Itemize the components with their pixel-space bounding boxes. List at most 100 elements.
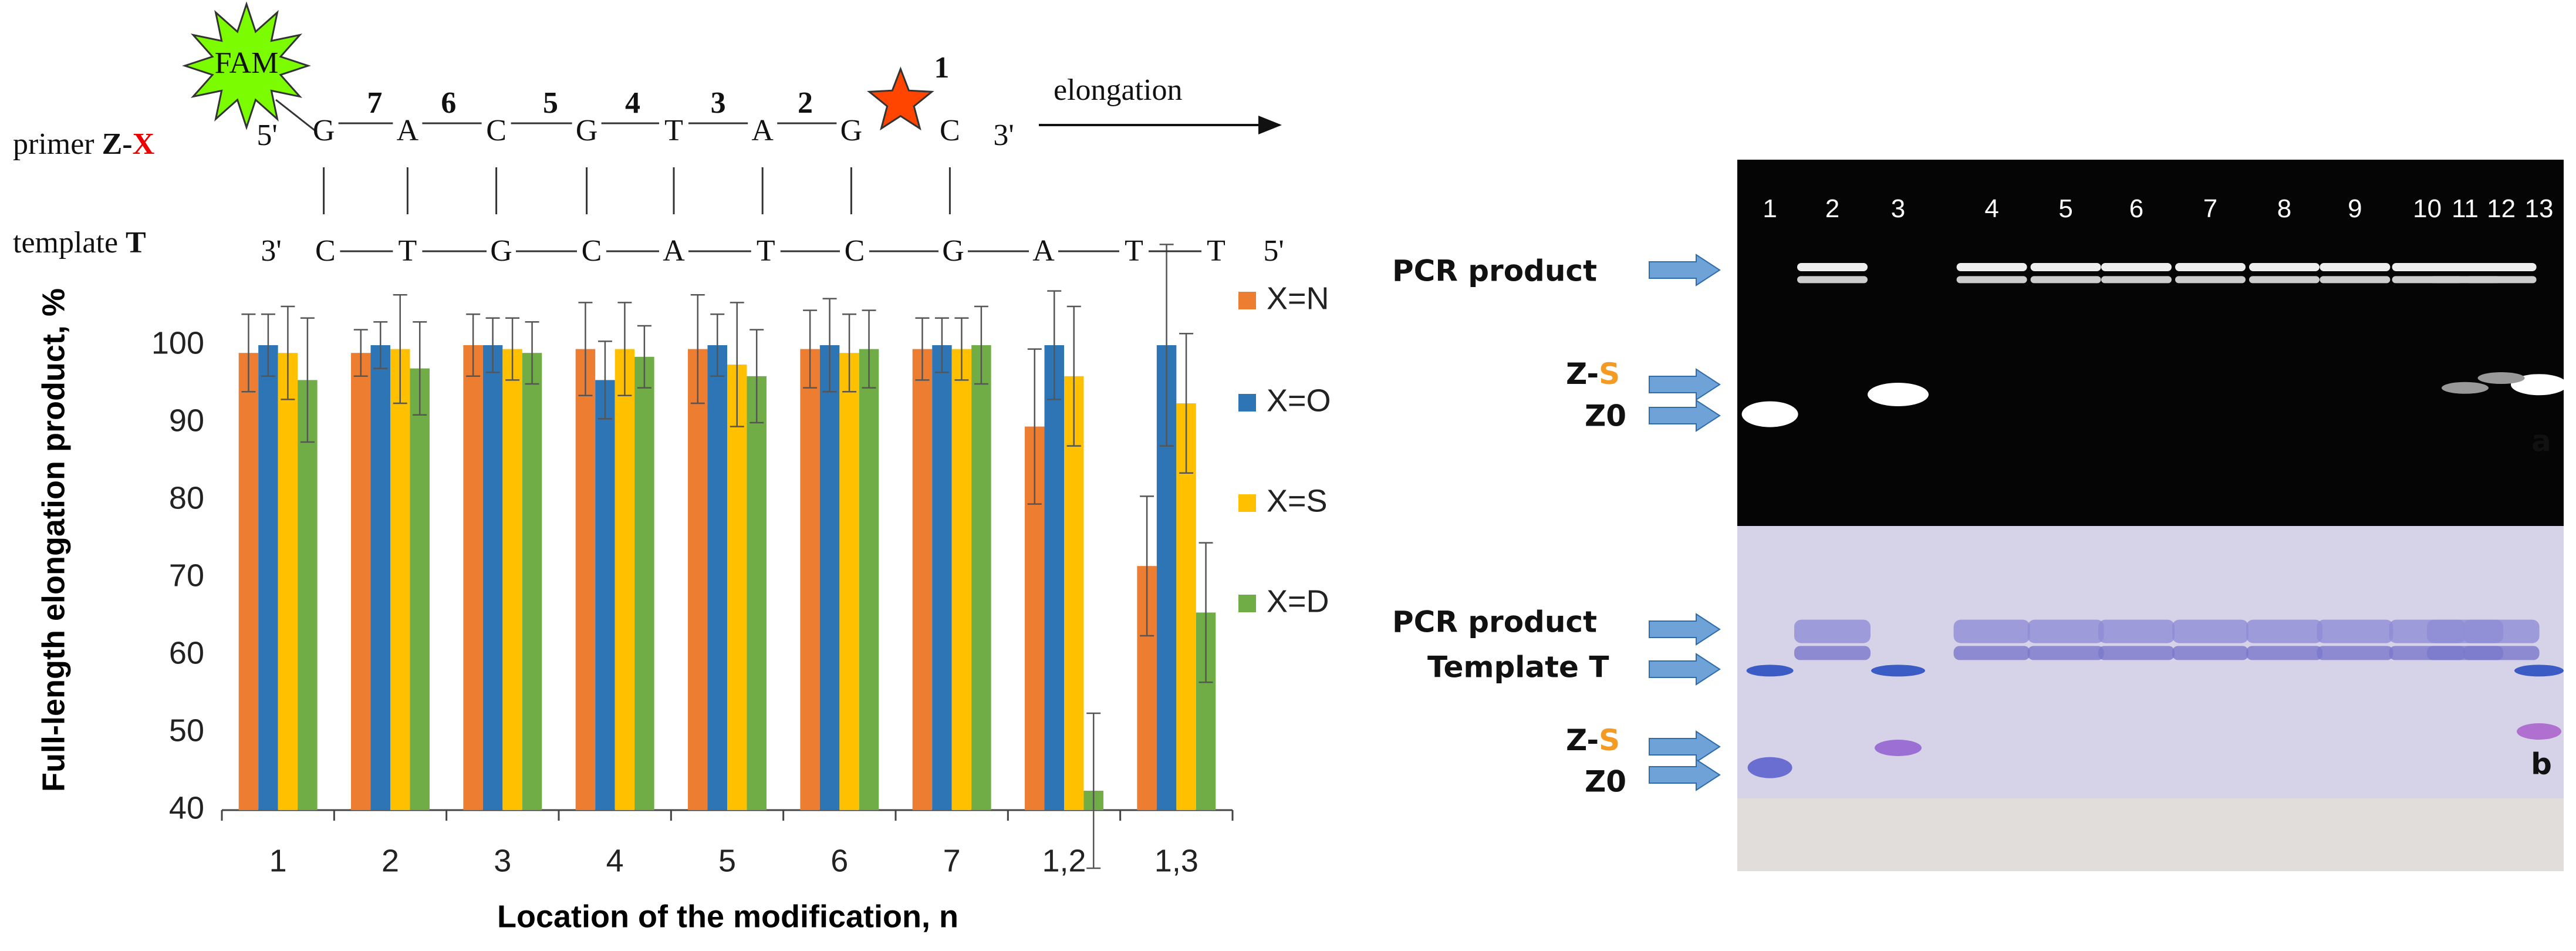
error-bar: [974, 305, 988, 385]
bar: [839, 353, 859, 810]
band: [2463, 619, 2540, 643]
fam-link: [275, 99, 318, 133]
bar: [971, 345, 991, 810]
bar: [522, 353, 542, 810]
legend-swatch: [1238, 292, 1256, 309]
band: [2246, 619, 2322, 643]
band: [1747, 757, 1792, 778]
template-base: C: [582, 234, 602, 268]
bar: [298, 380, 318, 810]
zs-part: S: [1599, 723, 1620, 757]
primer-base: A: [397, 114, 419, 147]
primer-label-part: X: [133, 127, 155, 161]
x-tick-label: 7: [943, 843, 961, 878]
zs-part: Z-: [1566, 723, 1599, 757]
band: [1868, 383, 1929, 406]
band: [2027, 646, 2104, 660]
error-bar: [1047, 290, 1062, 400]
bar: [932, 345, 952, 810]
error-bar: [710, 313, 725, 377]
template-base: A: [1032, 234, 1055, 268]
template-label-part: template: [13, 226, 126, 259]
error-bar: [934, 317, 949, 373]
pcr-label: PCR product: [1392, 254, 1597, 288]
position-number: 1: [934, 51, 949, 85]
band: [2514, 665, 2564, 677]
legend-label: X=D: [1267, 584, 1329, 619]
lane-number: 7: [2203, 194, 2217, 223]
band: [2320, 263, 2391, 271]
y-tick-label: 80: [169, 480, 204, 515]
error-bar: [1140, 495, 1154, 637]
error-bar: [1198, 542, 1213, 683]
band: [2466, 263, 2537, 271]
error-bar: [730, 302, 744, 427]
position-number: 3: [711, 86, 726, 120]
lane-number: 3: [1891, 194, 1905, 223]
band: [2320, 276, 2391, 284]
band: [2175, 263, 2246, 271]
x-tick-label: 1,2: [1042, 843, 1086, 878]
z0-label: Z0: [1585, 765, 1626, 799]
band: [1746, 665, 1794, 677]
y-tick-label: 90: [169, 403, 204, 438]
primer-base: G: [576, 114, 598, 147]
label-arrow: [1649, 653, 1721, 686]
lane-number: 6: [2129, 194, 2143, 223]
template-base: C: [845, 234, 865, 268]
primer-base: T: [664, 114, 683, 147]
band: [2101, 263, 2172, 271]
bar: [595, 380, 615, 810]
label-arrow: [1649, 613, 1721, 646]
fam-label: FAM: [215, 46, 279, 80]
pcr-label: PCR product: [1392, 605, 1597, 639]
gel-b-bottom: [1737, 798, 2564, 871]
band: [1875, 740, 1922, 756]
x-tick-label: 1: [269, 843, 287, 878]
x-tick-label: 1,3: [1154, 843, 1198, 878]
lane-number: 9: [2348, 194, 2362, 223]
band: [1741, 401, 1798, 427]
band: [2098, 646, 2175, 660]
error-bar: [413, 321, 427, 416]
lane-number: 8: [2277, 194, 2291, 223]
error-bar: [261, 313, 275, 377]
bar: [351, 353, 371, 810]
band: [2175, 276, 2246, 284]
error-bar: [373, 321, 388, 369]
bar: [502, 349, 522, 810]
band: [2030, 276, 2101, 284]
error-bar: [1066, 305, 1081, 447]
band: [2442, 382, 2489, 394]
bar: [747, 376, 767, 810]
band: [1956, 263, 2027, 271]
band: [2027, 619, 2104, 643]
lane-number: 1: [1763, 194, 1777, 223]
y-tick-label: 50: [169, 713, 204, 748]
error-bar: [617, 302, 632, 397]
error-bar: [1179, 332, 1194, 474]
band: [1794, 646, 1871, 660]
bar: [575, 349, 596, 810]
band: [2317, 619, 2393, 643]
label-arrow: [1649, 758, 1721, 791]
template-label: template T: [13, 226, 146, 259]
error-bar: [862, 309, 876, 389]
primer-label-part: Z-: [102, 127, 133, 161]
band: [2463, 646, 2540, 660]
band: [2517, 723, 2561, 740]
bar: [912, 349, 933, 810]
template-3: 3': [261, 234, 281, 268]
mod-star: [867, 66, 934, 131]
primer-base: G: [840, 114, 863, 147]
bar: [482, 345, 503, 810]
lane-number: 11: [2452, 194, 2479, 223]
legend-label: X=O: [1267, 383, 1331, 418]
lane-number: 13: [2525, 194, 2554, 223]
x-tick-label: 3: [494, 843, 511, 878]
legend-label: X=S: [1267, 483, 1328, 518]
error-bar: [749, 329, 764, 424]
bar: [707, 345, 727, 810]
panel-label: a: [2531, 424, 2551, 458]
band: [2172, 619, 2248, 643]
